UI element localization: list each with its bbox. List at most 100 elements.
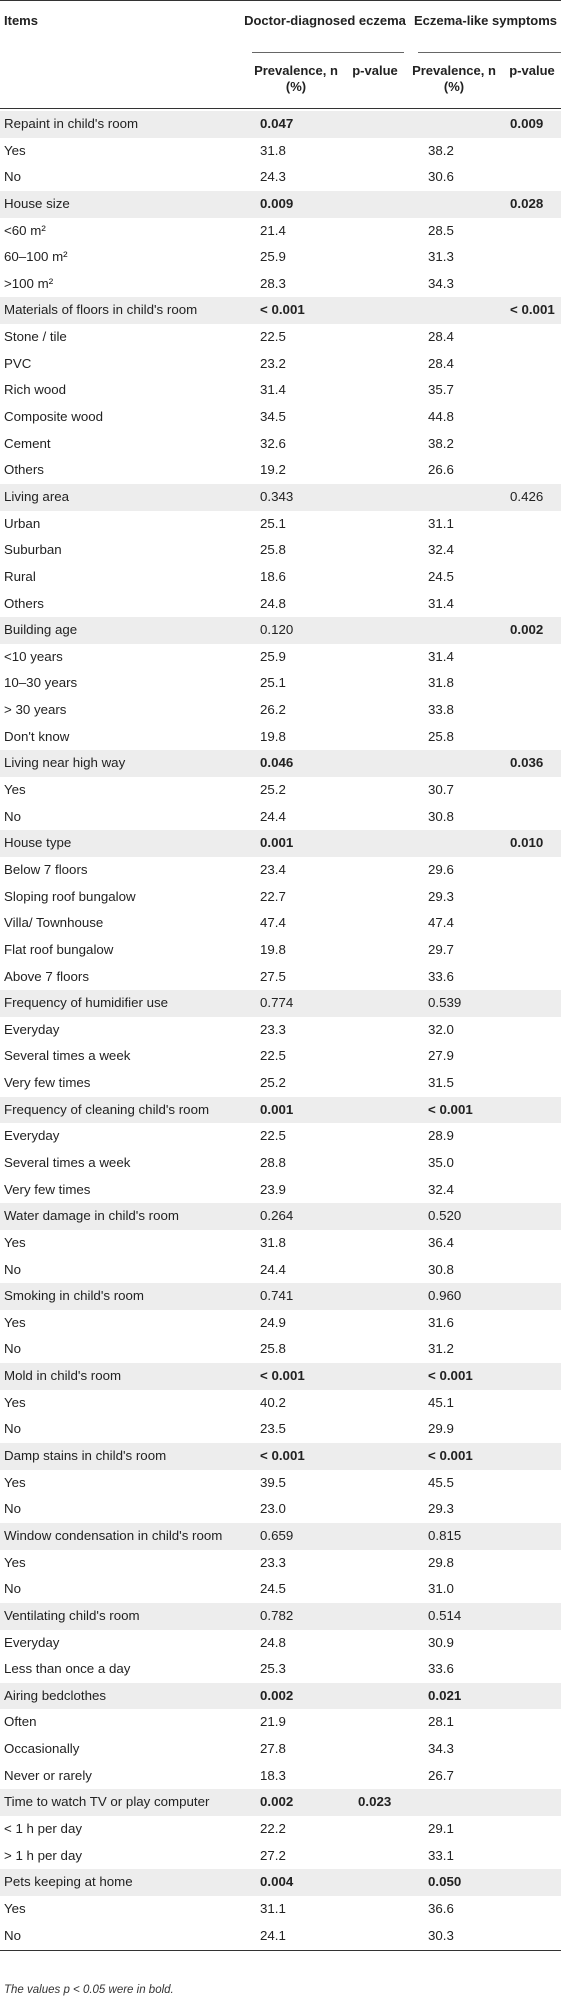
item-cell: Water damage in child's room xyxy=(4,1208,179,1224)
eczema-prevalence-cell: 0.520 xyxy=(428,1208,462,1224)
table-row: Very few times 25.2 31.5 xyxy=(0,1070,561,1097)
item-cell: Very few times xyxy=(4,1181,91,1197)
bottom-rule xyxy=(0,1950,561,1951)
table-row: Villa/ Townhouse 47.4 47.4 xyxy=(0,910,561,937)
doctor-prevalence-cell: 31.4 xyxy=(260,382,286,398)
eczema-prevalence-cell: 32.4 xyxy=(428,1181,454,1197)
table-row: Window condensation in child's room 0.659… xyxy=(0,1522,561,1550)
table-row: Everyday 23.3 32.0 xyxy=(0,1017,561,1044)
table-row: Several times a week 22.5 27.9 xyxy=(0,1043,561,1070)
doctor-prevalence-cell: 18.6 xyxy=(260,568,286,584)
table-footnote: The values p < 0.05 were in bold. xyxy=(4,1984,174,1996)
eczema-prevalence-cell: 31.5 xyxy=(428,1075,454,1091)
header-prevalence-1: Prevalence, n (%) xyxy=(254,63,338,94)
table-row: Frequency of humidifier use 0.774 0.539 xyxy=(0,990,561,1017)
eczema-prevalence-cell: 33.8 xyxy=(428,702,454,718)
table-row: No 23.0 29.3 xyxy=(0,1496,561,1523)
doctor-prevalence-cell: 25.2 xyxy=(260,1075,286,1091)
eczema-prevalence-cell: 31.4 xyxy=(428,595,454,611)
item-cell: Very few times xyxy=(4,1075,91,1091)
table-row: House type 0.001 0.010 xyxy=(0,830,561,857)
table-row: Others 24.8 31.4 xyxy=(0,591,561,618)
item-cell: Sloping roof bungalow xyxy=(4,888,136,904)
item-cell: No xyxy=(4,1927,21,1943)
group2-underline xyxy=(418,52,561,53)
doctor-prevalence-cell: 23.9 xyxy=(260,1181,286,1197)
doctor-prevalence-cell: 24.4 xyxy=(260,1261,286,1277)
eczema-prevalence-cell: 30.3 xyxy=(428,1927,454,1943)
item-cell: Yes xyxy=(4,1554,26,1570)
table-row: No 24.4 30.8 xyxy=(0,804,561,831)
table-row: Water damage in child's room 0.264 0.520 xyxy=(0,1203,561,1230)
eczema-pvalue-cell: 0.002 xyxy=(510,622,544,638)
eczema-prevalence-cell: 30.7 xyxy=(428,782,454,798)
eczema-pvalue-cell: 0.010 xyxy=(510,835,544,851)
eczema-prevalence-cell: < 0.001 xyxy=(428,1101,473,1117)
table-row: Rich wood 31.4 35.7 xyxy=(0,377,561,404)
doctor-prevalence-cell: 22.2 xyxy=(260,1821,286,1836)
item-cell: < 1 h per day xyxy=(4,1821,82,1836)
eczema-pvalue-cell: 0.028 xyxy=(510,195,544,211)
table-body: Repaint in child's room 0.047 0.009 Yes 31.8… xyxy=(0,111,561,1949)
table-row: Materials of floors in child's room < 0.0… xyxy=(0,297,561,325)
item-cell: Several times a week xyxy=(4,1048,131,1064)
table-row: Never or rarely 18.3 26.7 xyxy=(0,1763,561,1790)
table-row: House size 0.009 0.028 xyxy=(0,190,561,218)
doctor-prevalence-cell: 24.4 xyxy=(260,808,286,824)
doctor-prevalence-cell: 0.741 xyxy=(260,1288,294,1304)
doctor-prevalence-cell: 39.5 xyxy=(260,1474,286,1490)
doctor-prevalence-cell: 18.3 xyxy=(260,1767,286,1783)
table-row: Repaint in child's room 0.047 0.009 xyxy=(0,111,561,138)
item-cell: No xyxy=(4,1421,21,1437)
eczema-prevalence-cell: 25.8 xyxy=(428,728,454,744)
eczema-prevalence-cell: 33.1 xyxy=(428,1847,454,1863)
header-pvalue-2: p-value xyxy=(509,63,555,78)
doctor-prevalence-cell: 0.046 xyxy=(260,755,294,771)
doctor-prevalence-cell: 0.047 xyxy=(260,116,294,131)
table-row: Don't know 19.8 25.8 xyxy=(0,724,561,751)
table-row: > 1 h per day 27.2 33.1 xyxy=(0,1843,561,1870)
doctor-prevalence-cell: 0.001 xyxy=(260,1101,294,1117)
table-row: Others 19.2 26.6 xyxy=(0,457,561,484)
table-row: Sloping roof bungalow 22.7 29.3 xyxy=(0,884,561,911)
item-cell: Don't know xyxy=(4,728,70,744)
eczema-prevalence-cell: 30.8 xyxy=(428,808,454,824)
item-cell: Mold in child's room xyxy=(4,1368,122,1384)
table-row: Urban 25.1 31.1 xyxy=(0,511,561,538)
eczema-prevalence-cell: 28.4 xyxy=(428,355,454,371)
doctor-prevalence-cell: 0.782 xyxy=(260,1607,294,1623)
doctor-prevalence-cell: 22.5 xyxy=(260,1048,286,1064)
header-eczema-like: Eczema-like symptoms xyxy=(413,13,558,28)
doctor-prevalence-cell: < 0.001 xyxy=(260,302,305,318)
item-cell: Window condensation in child's room xyxy=(4,1527,223,1543)
eczema-prevalence-cell: 26.6 xyxy=(428,462,454,478)
item-cell: >100 m² xyxy=(4,275,54,291)
doctor-pvalue-cell: 0.023 xyxy=(358,1794,392,1810)
item-cell: Building age xyxy=(4,622,78,638)
item-cell: Yes xyxy=(4,142,26,158)
eczema-prevalence-cell: 0.021 xyxy=(428,1687,462,1703)
item-cell: Smoking in child's room xyxy=(4,1288,144,1304)
doctor-prevalence-cell: 25.2 xyxy=(260,782,286,798)
header-pvalue-1: p-value xyxy=(352,63,398,78)
table-row: No 24.5 31.0 xyxy=(0,1576,561,1603)
item-cell: Repaint in child's room xyxy=(4,116,139,131)
eczema-prevalence-cell: 0.050 xyxy=(428,1874,462,1890)
table-row: Stone / tile 22.5 28.4 xyxy=(0,324,561,351)
table-row: Cement 32.6 38.2 xyxy=(0,431,561,458)
eczema-prevalence-cell: 33.6 xyxy=(428,968,454,984)
doctor-prevalence-cell: 23.2 xyxy=(260,355,286,371)
doctor-prevalence-cell: 26.2 xyxy=(260,702,286,718)
table-row: Composite wood 34.5 44.8 xyxy=(0,404,561,431)
table-row: Yes 23.3 29.8 xyxy=(0,1550,561,1577)
eczema-prevalence-cell: 28.9 xyxy=(428,1128,454,1144)
table-row: Flat roof bungalow 19.8 29.7 xyxy=(0,937,561,964)
eczema-prevalence-cell: 27.9 xyxy=(428,1048,454,1064)
item-cell: 10–30 years xyxy=(4,675,78,691)
item-cell: 60–100 m² xyxy=(4,249,68,265)
doctor-prevalence-cell: 23.4 xyxy=(260,861,286,877)
eczema-prevalence-cell: 0.514 xyxy=(428,1607,462,1623)
doctor-prevalence-cell: 34.5 xyxy=(260,409,286,425)
doctor-prevalence-cell: 25.8 xyxy=(260,1341,286,1357)
item-cell: Time to watch TV or play computer xyxy=(4,1794,210,1810)
